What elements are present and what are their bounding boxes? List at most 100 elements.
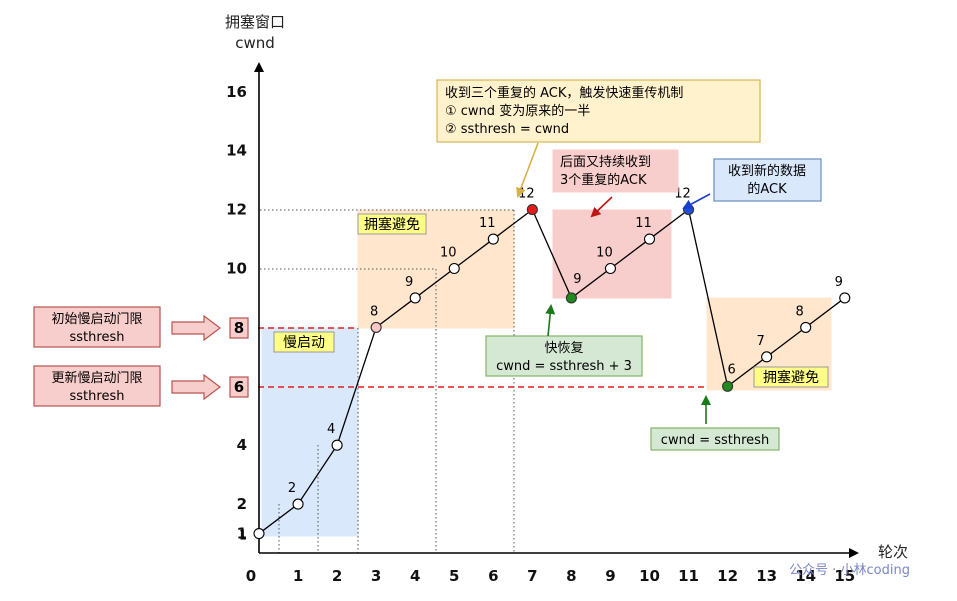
y-tick-label-2: 2	[237, 495, 247, 513]
avoid-label-1: 拥塞避免	[364, 216, 420, 233]
point-label-4-9: 9	[405, 275, 413, 290]
dup-ack-line2: ① cwnd 变为原来的一半	[445, 103, 590, 119]
x-tick-label-3: 3	[371, 567, 381, 585]
y-tick-label-12: 12	[226, 201, 247, 219]
data-point-6-11	[487, 233, 499, 245]
x-tick-label-7: 7	[527, 567, 537, 585]
point-label-9-10: 10	[596, 246, 613, 261]
more-dup-line1: 后面又持续收到	[560, 155, 651, 170]
x-tick-label-9: 9	[605, 567, 615, 585]
line-slow-start	[258, 327, 377, 535]
more-dup-callout: 后面又持续收到 3个重复的ACK	[552, 149, 679, 193]
data-point-12-6	[722, 380, 734, 392]
block-arrow-8	[171, 314, 221, 342]
guide-lines	[260, 209, 515, 553]
fast-recovery-region	[552, 209, 672, 299]
data-point-10-11	[643, 233, 656, 245]
data-point-5-10	[448, 262, 460, 275]
point-label-5-10: 10	[440, 246, 457, 261]
point-label-14-8: 8	[796, 304, 804, 319]
x-tick-label-15: 15	[834, 567, 855, 585]
x-tick-label-2: 2	[332, 567, 342, 585]
x-axis-title: 轮次	[878, 543, 908, 561]
avoid-label-2: 拥塞避免	[763, 369, 819, 386]
updated-ssthresh-line1: 更新慢启动门限	[51, 370, 142, 386]
x-tick-label-1: 1	[293, 567, 303, 585]
point-label-12-6: 6	[727, 362, 735, 377]
x-tick-label-0: 0	[246, 567, 256, 585]
y-tick-label-14: 14	[226, 142, 247, 160]
updated-ssthresh-box: 更新慢启动门限 ssthresh	[33, 365, 161, 407]
new-ack-line1: 收到新的数据	[728, 163, 806, 179]
data-point-15-9	[839, 292, 851, 304]
dup-ack-line3: ② ssthresh = cwnd	[445, 122, 569, 137]
y-axis-title: 拥塞窗口	[225, 13, 285, 31]
x-tick-label-11: 11	[678, 567, 699, 585]
watermark: 公众号 · 小林coding	[789, 563, 910, 578]
more-dup-line2: 3个重复的ACK	[560, 172, 647, 188]
data-point-3-8	[370, 321, 382, 333]
cwnd-eq-callout: cwnd = ssthresh	[650, 427, 780, 451]
block-arrow-6	[171, 373, 221, 401]
data-point-14-8	[800, 321, 812, 333]
fast-recovery-arrow	[545, 304, 556, 337]
data-points	[253, 204, 851, 540]
threshold-box-6: 6	[229, 376, 249, 398]
fast-recovery-line2: cwnd = ssthresh + 3	[496, 359, 632, 374]
avoid-tag-1: 拥塞避免	[357, 213, 427, 235]
y-tick-label-16: 16	[226, 83, 247, 101]
new-ack-callout: 收到新的数据 的ACK	[713, 158, 822, 202]
slow-start-tag: 慢启动	[273, 331, 335, 353]
new-ack-arrow	[682, 193, 711, 209]
avoid-tag-2: 拥塞避免	[753, 366, 829, 388]
line-drop-1	[531, 209, 572, 299]
dup-ack-callout: 收到三个重复的 ACK，触发快速重传机制 ① cwnd 变为原来的一半 ② ss…	[436, 79, 761, 143]
x-tick-label-10: 10	[639, 567, 660, 585]
point-label-15-9: 9	[835, 275, 843, 290]
line-avoid-2	[727, 297, 846, 387]
threshold-value-6: 6	[234, 378, 244, 396]
x-tick-label-13: 13	[756, 567, 777, 585]
slow-start-region	[261, 327, 359, 537]
point-label-2-4: 4	[327, 422, 335, 437]
point-label-8-9: 9	[573, 272, 581, 287]
updated-ssthresh-line2: ssthresh	[70, 389, 125, 404]
line-fast-recovery	[571, 209, 689, 299]
x-tick-labels: 0 1 2 3 4 5 6 7 8 9 10 11 12 13 14 15	[246, 567, 855, 585]
y-axis-subtitle: cwnd	[235, 34, 275, 52]
data-point-1-2	[292, 498, 304, 510]
more-dup-arrow	[590, 196, 613, 218]
initial-ssthresh-box: 初始慢启动门限 ssthresh	[33, 306, 161, 348]
point-label-1-2: 2	[288, 481, 296, 496]
slow-start-label: 慢启动	[283, 334, 325, 351]
x-tick-label-5: 5	[449, 567, 459, 585]
threshold-value-8: 8	[234, 319, 244, 337]
x-tick-label-14: 14	[795, 567, 816, 585]
cwnd-eq-label: cwnd = ssthresh	[661, 433, 769, 448]
y-tick-label-1: 1	[237, 525, 247, 543]
threshold-box-8: 8	[229, 317, 249, 339]
data-point-9-10	[604, 262, 617, 275]
x-tick-label-6: 6	[488, 567, 498, 585]
data-point-4-9	[409, 292, 421, 304]
data-point-13-7	[761, 351, 773, 363]
data-point-0-1	[253, 527, 265, 540]
y-tick-label-4: 4	[237, 436, 247, 454]
data-point-7-12	[526, 204, 538, 216]
dup-ack-arrow	[516, 142, 539, 198]
fast-recovery-line1: 快恢复	[544, 341, 583, 356]
dup-ack-line1: 收到三个重复的 ACK，触发快速重传机制	[445, 85, 683, 101]
y-tick-label-10: 10	[226, 260, 247, 278]
point-label-10-11: 11	[635, 216, 652, 231]
point-label-0-1: 1	[239, 529, 247, 544]
point-label-13-7: 7	[757, 334, 765, 349]
initial-ssthresh-line1: 初始慢启动门限	[51, 311, 142, 327]
data-point-2-4	[331, 439, 343, 451]
line-drop-2	[687, 209, 729, 387]
data-lines	[258, 209, 846, 535]
x-tick-label-8: 8	[566, 567, 576, 585]
x-tick-label-4: 4	[410, 567, 420, 585]
new-ack-line2: 的ACK	[747, 181, 787, 197]
